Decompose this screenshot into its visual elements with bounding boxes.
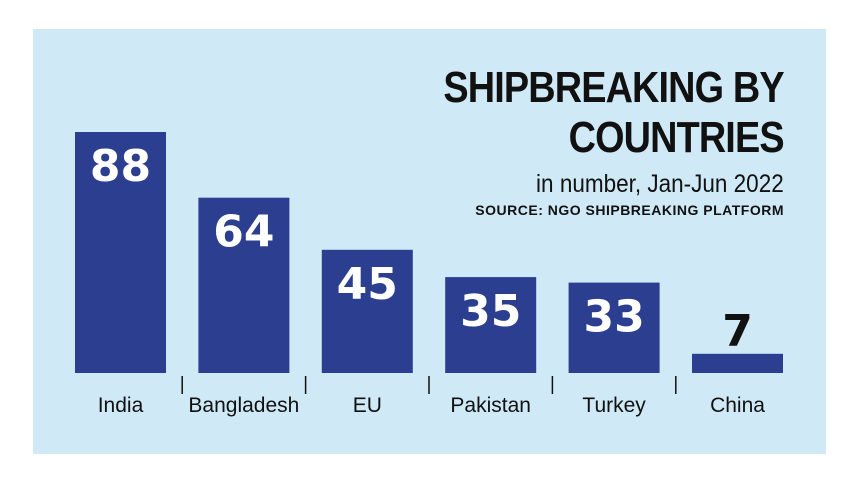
category-label-pakistan: Pakistan xyxy=(450,394,531,417)
bar-india xyxy=(75,132,166,373)
chart-source: SOURCE: NGO SHIPBREAKING PLATFORM xyxy=(475,202,784,218)
category-label-india: India xyxy=(98,394,144,417)
category-label-bangladesh: Bangladesh xyxy=(188,394,299,417)
title-block: SHIPBREAKING BY COUNTRIES in number, Jan… xyxy=(388,63,785,218)
value-label-bangladesh: 64 xyxy=(213,207,274,258)
chart-title-line-1: SHIPBREAKING BY xyxy=(443,63,785,112)
chart-subtitle: in number, Jan-Jun 2022 xyxy=(536,170,784,198)
bar-pakistan xyxy=(445,277,537,373)
value-label-india: 88 xyxy=(90,141,151,192)
bar-turkey xyxy=(568,282,660,373)
category-label-turkey: Turkey xyxy=(582,394,646,417)
category-label-china: China xyxy=(710,394,765,417)
bar-eu xyxy=(321,249,413,373)
bar-bangladesh xyxy=(198,197,290,373)
bar-china xyxy=(692,353,783,373)
chart-title-line-2: COUNTRIES xyxy=(568,113,785,162)
value-label-eu: 45 xyxy=(337,259,398,310)
value-label-china: 7 xyxy=(722,306,753,357)
value-label-pakistan: 35 xyxy=(460,286,521,337)
category-label-eu: EU xyxy=(353,394,382,417)
value-label-turkey: 33 xyxy=(583,292,644,343)
